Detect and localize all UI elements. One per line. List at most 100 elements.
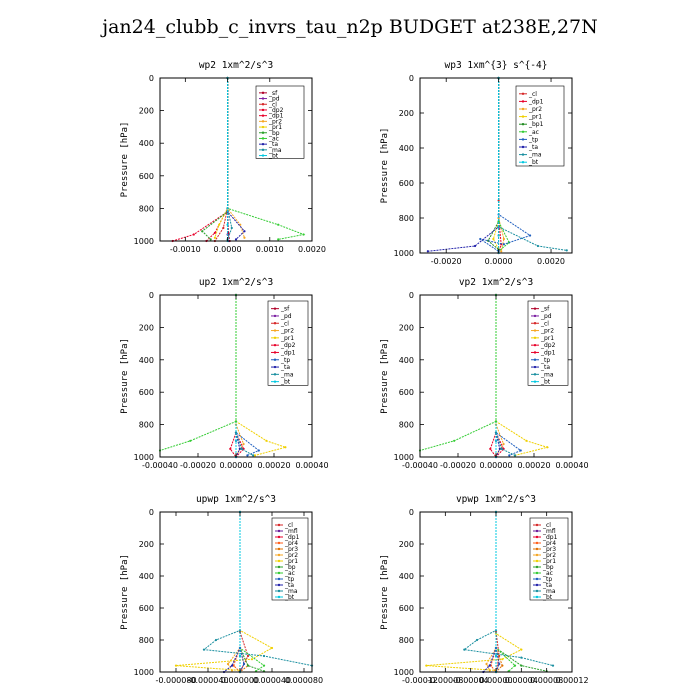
data-point: [502, 442, 505, 446]
legend-marker: [277, 523, 281, 527]
legend-label: _ac: [268, 135, 279, 142]
panel-up2: up2 1xm^2/s^3 Pressure [hPa] 0 200 400 600 800…: [120, 277, 329, 470]
legend-label: _cl: [284, 522, 293, 529]
legend-label: _ta: [540, 364, 550, 371]
panel-vpwp: vpwp 1xm^2/s^3 Pressure [hPa] 0 200 400 600 80…: [380, 494, 589, 685]
x-tick-label: 0.00040: [555, 461, 588, 470]
data-point: [242, 662, 246, 666]
data-point: [501, 658, 504, 661]
data-point: [498, 447, 501, 450]
legend-marker: [261, 97, 265, 100]
legend-label: _pr1: [528, 114, 542, 121]
y-tick-label: 800: [399, 421, 414, 430]
y-tick-label: 400: [399, 356, 414, 365]
legend-label: _sf: [280, 306, 290, 313]
x-tick-label: 0.00004: [505, 676, 538, 685]
x-tick-label: -0.000040: [187, 676, 228, 685]
legend-label: _ta: [280, 364, 290, 371]
legend-label: _bp: [268, 130, 280, 137]
x-tick-label: 0.00000: [479, 676, 512, 685]
legend-marker: [533, 314, 537, 318]
series-line-_ma: [498, 78, 567, 251]
legend: _sf_pd_cl_pr2_pr1_dp2_dp1_tp_ta_ma_bt: [527, 300, 569, 386]
data-point: [302, 233, 305, 236]
x-tick-label: -0.00012: [402, 676, 438, 685]
data-point: [501, 664, 504, 667]
panel-title: wp3 1xm^{3} s^{-4}: [445, 60, 548, 71]
plot-frame: [159, 511, 313, 673]
data-point: [189, 439, 192, 442]
data-point: [546, 446, 549, 449]
data-point: [500, 447, 503, 450]
y-axis-label: Pressure [hPa]: [120, 122, 130, 198]
y-tick-label: 600: [399, 179, 414, 188]
legend-marker: [261, 154, 265, 157]
y-tick-label: 0: [409, 291, 414, 300]
panel-title: up2 1xm^2/s^3: [199, 277, 273, 288]
legend-marker: [277, 583, 281, 587]
panel-upwp: upwp 1xm^2/s^3 Pressure [hPa] 0 200 400 600 80…: [120, 494, 323, 685]
legend-label: _pd: [540, 313, 552, 320]
y-tick-label: 400: [139, 139, 154, 148]
series-line-_ma: [463, 512, 554, 667]
data-point: [497, 199, 500, 202]
series-group: [174, 510, 314, 674]
x-tick-label: 0.00040: [295, 461, 328, 470]
data-point: [232, 664, 235, 667]
series-line-_dp2: [172, 78, 229, 242]
series-line-_dp1: [495, 295, 505, 458]
data-point: [494, 431, 498, 434]
legend-marker: [535, 565, 539, 569]
panel-wp3: wp3 1xm^{3} s^{-4} Pressure [hPa] 0 200 400 6…: [380, 60, 573, 266]
data-point: [226, 662, 230, 666]
legend-marker: [261, 103, 265, 106]
series-line-_dp1: [206, 78, 229, 242]
legend-label: _cl: [540, 320, 549, 327]
y-tick-label: 200: [399, 540, 414, 549]
legend-marker: [273, 351, 277, 354]
y-tick-label: 800: [139, 204, 154, 213]
data-point: [551, 664, 555, 667]
legend-marker: [261, 91, 265, 95]
data-point: [250, 658, 254, 661]
legend-label: _ma: [268, 147, 282, 154]
legend-label: _bp: [284, 564, 296, 571]
legend-label: _bt: [540, 379, 551, 386]
series-line-_ac: [239, 512, 265, 672]
legend-marker: [521, 107, 525, 111]
series-line-_cl: [239, 512, 249, 673]
legend-marker: [277, 541, 281, 545]
y-tick-label: 600: [139, 604, 154, 613]
series-line-_pr2: [227, 512, 241, 671]
legend-label: _mfl: [284, 528, 298, 535]
data-point: [520, 648, 523, 651]
legend-label: _sf: [540, 306, 550, 313]
legend-marker: [535, 523, 539, 527]
legend-marker: [261, 148, 265, 152]
data-point: [209, 238, 212, 241]
legend-label: _cl: [528, 91, 537, 98]
data-point: [277, 238, 280, 241]
series-group: [425, 510, 555, 674]
data-point: [229, 447, 232, 450]
data-point: [463, 648, 466, 651]
legend-marker: [273, 336, 277, 340]
data-point: [494, 439, 498, 442]
data-point: [243, 236, 246, 239]
legend-label: _pr2: [268, 118, 282, 125]
x-tick-label: 0.0020: [537, 257, 565, 266]
data-point: [214, 638, 218, 642]
legend-marker: [521, 153, 525, 156]
legend-marker: [535, 529, 539, 533]
data-point: [528, 234, 532, 237]
legend-label: _pr4: [284, 540, 298, 547]
y-tick-label: 1000: [394, 668, 414, 677]
legend-marker: [533, 380, 537, 383]
series-line-_tp: [495, 295, 522, 456]
series-line-_ta: [227, 78, 246, 240]
y-axis-label: Pressure [hPa]: [120, 338, 130, 414]
data-point: [174, 664, 178, 667]
data-point: [488, 664, 491, 667]
x-tick-label: -0.00020: [180, 461, 216, 470]
